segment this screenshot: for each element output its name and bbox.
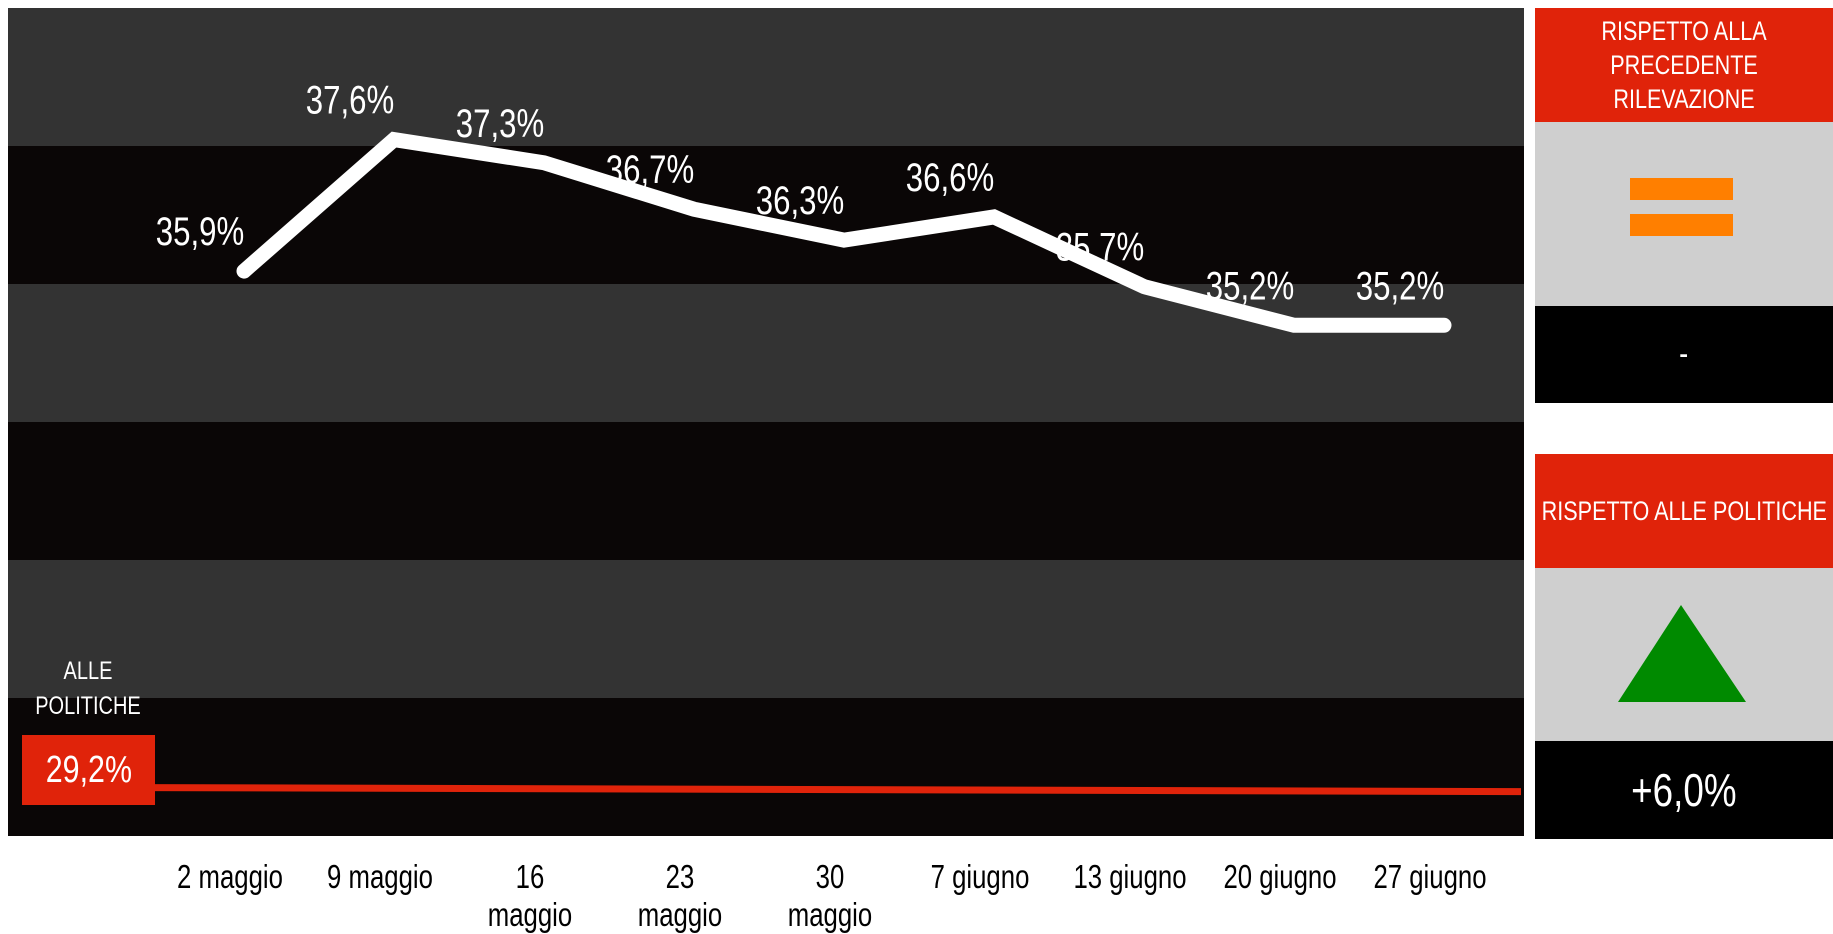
panel-elections: RISPETTO ALLE POLITICHE +6,0% (1535, 454, 1833, 839)
panel-elections-heading: RISPETTO ALLE POLITICHE (1535, 454, 1833, 568)
data-label: 36,3% (756, 178, 844, 223)
data-label: 37,3% (456, 101, 544, 146)
chart-svg: 35,9% 37,6% 37,3% 36,7% 36,3% 36,6% 35,7% 35,2%… (8, 8, 1524, 836)
panel-previous-value: - (1535, 306, 1833, 403)
x-tick-label: 9 maggio (327, 858, 433, 895)
data-label: 35,2% (1356, 264, 1444, 309)
chart-area: 35,9% 37,6% 37,3% 36,7% 36,3% 36,6% 35,7% 35,2%… (8, 8, 1524, 836)
reference-value-badge: 29,2% (22, 735, 155, 805)
reference-line (145, 784, 1522, 796)
x-tick-label: 13 giugno (1073, 858, 1187, 895)
x-tick-label: 27 giugno (1373, 858, 1487, 895)
data-label: 35,2% (1206, 264, 1294, 309)
data-label: 37,6% (306, 78, 394, 123)
equals-icon (1630, 178, 1733, 236)
triangle-up-icon (1618, 605, 1746, 702)
grid-band (8, 698, 1524, 836)
panel-elections-icon-box (1535, 568, 1833, 741)
panel-previous-heading-text: RISPETTO ALLA PRECEDENTE RILEVAZIONE (1601, 16, 1767, 114)
grid-band (8, 422, 1524, 561)
x-tick-label: 20 giugno (1223, 858, 1337, 895)
grid-band (8, 284, 1524, 423)
data-label: 36,6% (906, 155, 994, 200)
data-label: 35,9% (156, 209, 244, 254)
x-tick-label: 23 maggio (637, 858, 723, 933)
panel-elections-value: +6,0% (1535, 741, 1833, 839)
reference-caption: ALLE POLITICHE (35, 657, 141, 720)
grid-band (8, 8, 1524, 147)
x-tick-label: 2 maggio (177, 858, 283, 895)
panel-previous-icon-box (1535, 122, 1833, 306)
series-line (236, 131, 1452, 333)
grid-band (8, 560, 1524, 699)
data-label: 36,7% (606, 148, 694, 193)
x-tick-label: 30 maggio (787, 858, 873, 933)
x-tick-label: 16 maggio (487, 858, 573, 933)
data-label: 35,7% (1056, 225, 1144, 270)
x-tick-label: 7 giugno (930, 858, 1030, 895)
panel-previous: RISPETTO ALLA PRECEDENTE RILEVAZIONE - (1535, 8, 1833, 403)
panel-previous-heading: RISPETTO ALLA PRECEDENTE RILEVAZIONE (1535, 8, 1833, 122)
